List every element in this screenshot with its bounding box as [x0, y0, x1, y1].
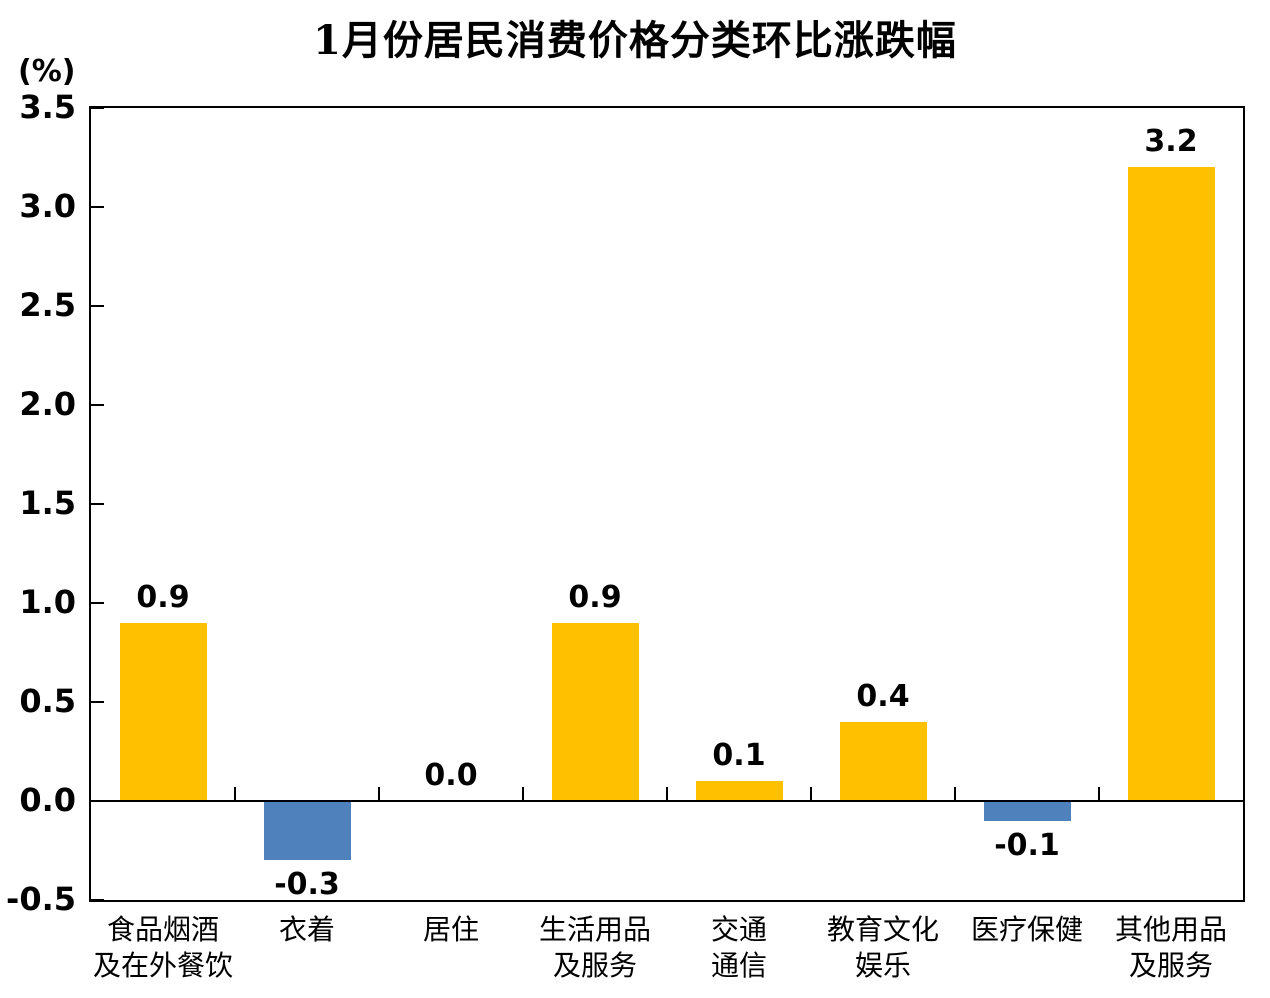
x-axis-category-label: 生活用品 及服务 — [510, 912, 680, 984]
y-axis-tick-label: -0.5 — [6, 880, 76, 918]
y-axis-unit-label: (%) — [18, 54, 76, 89]
bar-value-label: 0.9 — [136, 579, 190, 615]
y-axis-tick — [91, 107, 104, 109]
x-axis-tick — [234, 787, 236, 801]
category-label-line: 居住 — [422, 913, 479, 946]
x-axis-tick — [1098, 787, 1100, 801]
bar-value-label: -0.3 — [274, 867, 340, 903]
bar-value-label: -0.1 — [994, 827, 1060, 863]
bar — [551, 622, 639, 801]
bar-value-label: 0.4 — [856, 678, 910, 714]
y-axis-tick — [91, 602, 104, 604]
y-axis-tick-label: 0.0 — [19, 781, 76, 819]
y-axis-tick-label: 1.0 — [19, 583, 76, 621]
x-axis-category-label: 食品烟酒 及在外餐饮 — [78, 912, 248, 984]
y-axis-tick-label: 0.5 — [19, 682, 76, 720]
bar-value-label: 0.0 — [424, 758, 478, 793]
y-axis-tick — [91, 503, 104, 505]
x-axis-tick — [810, 787, 812, 801]
y-axis-tick-label: 1.5 — [19, 484, 76, 522]
category-label-line: 教育文化 — [826, 913, 939, 946]
plot-area — [89, 106, 1245, 902]
x-axis-tick — [522, 787, 524, 801]
category-label-line: 医疗保健 — [970, 913, 1083, 946]
category-label-line: 及在外餐饮 — [92, 949, 233, 982]
x-axis-tick — [954, 787, 956, 801]
y-axis-tick — [91, 701, 104, 703]
y-axis-tick-label: 3.5 — [19, 88, 76, 126]
chart-title: 1月份居民消费价格分类环比涨跌幅 — [313, 17, 957, 64]
zero-axis-line — [91, 800, 1243, 802]
y-axis-tick — [91, 404, 104, 406]
x-axis-tick — [666, 787, 668, 801]
x-axis-category-label: 衣着 — [222, 912, 392, 948]
x-axis-category-label: 其他用品 及服务 — [1086, 912, 1256, 984]
category-label-line: 及服务 — [1128, 949, 1213, 982]
x-axis-category-label: 居住 — [366, 912, 536, 948]
bar-value-label: 0.1 — [712, 738, 766, 774]
bar — [119, 622, 207, 801]
bar — [983, 801, 1071, 821]
x-axis-category-label: 教育文化 娱乐 — [798, 912, 968, 984]
bar — [695, 781, 783, 801]
category-label-line: 交通 — [710, 913, 767, 946]
bar — [1127, 167, 1215, 801]
category-label-line: 通信 — [710, 949, 767, 982]
y-axis-tick — [91, 305, 104, 307]
category-label-line: 食品烟酒 — [106, 913, 219, 946]
category-label-line: 娱乐 — [854, 949, 911, 982]
y-axis-tick-label: 2.0 — [19, 385, 76, 423]
x-axis-category-label: 医疗保健 — [942, 912, 1112, 948]
bar-value-label: 0.9 — [568, 579, 622, 615]
x-axis-tick — [378, 787, 380, 801]
y-axis-tick — [91, 899, 104, 901]
bar-value-label: 3.2 — [1144, 124, 1198, 160]
y-axis-tick-label: 2.5 — [19, 286, 76, 324]
y-axis-tick-label: 3.0 — [19, 187, 76, 225]
bar — [263, 801, 351, 861]
bar — [839, 721, 927, 801]
category-label-line: 衣着 — [278, 913, 335, 946]
y-axis-tick — [91, 206, 104, 208]
category-label-line: 及服务 — [552, 949, 637, 982]
category-label-line: 生活用品 — [538, 913, 651, 946]
category-label-line: 其他用品 — [1114, 913, 1227, 946]
x-axis-category-label: 交通 通信 — [654, 912, 824, 984]
